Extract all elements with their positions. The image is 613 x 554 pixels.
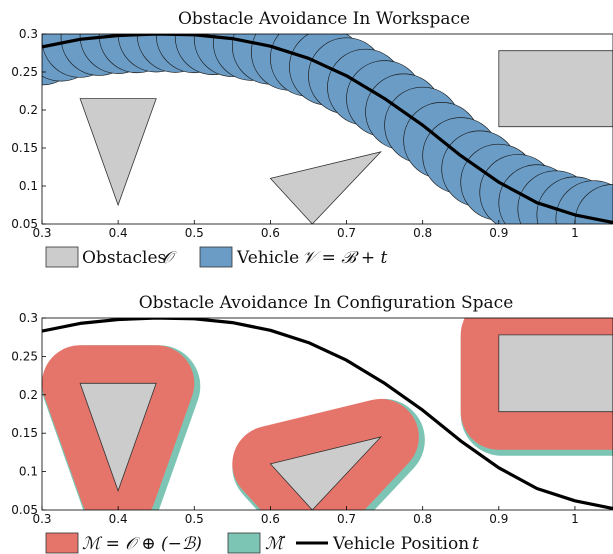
- obstacle: [79, 382, 157, 492]
- axes-frame: [41, 317, 613, 511]
- configuration-axes: 0.3 0.4 0.5 0.6 0.7 0.8 0.9 1 0.05 0.1 0.15 0.2 0.25…: [11, 311, 578, 526]
- legend-label-obstacles: Obstacles: [82, 248, 166, 268]
- vehicle-path: [42, 318, 613, 510]
- legend-label-vehicle: Vehicle: [236, 248, 299, 268]
- legend-symbol-obstacles: 𝒪: [162, 248, 177, 268]
- workspace-axes: 0.3 0.4 0.5 0.6 0.7 0.8 0.9 1 0.05 0.1 0.15 0.2 0.25…: [11, 27, 578, 240]
- y-tick-label: 0.15: [11, 141, 38, 155]
- legend-swatch-approx: [227, 532, 261, 554]
- legend-swatch-vehicle: [199, 246, 233, 268]
- axes-frame: [41, 33, 613, 225]
- legend: ℳ = 𝒪 ⊕ (−ℬ) ℳ̃ Vehicle Position t: [45, 532, 479, 554]
- obstacle: [269, 151, 383, 224]
- legend: Obstacles 𝒪 Vehicle 𝒱 = ℬ + t: [45, 246, 388, 268]
- obstacle: [498, 50, 613, 128]
- obstacle: [498, 334, 613, 413]
- y-tick-label: 0.3: [19, 311, 38, 325]
- x-tick-label: 1: [571, 226, 579, 240]
- x-tick-label: 0.7: [337, 512, 356, 526]
- x-tick-label: 0.3: [32, 226, 51, 240]
- y-tick-label: 0.05: [11, 217, 38, 231]
- x-tick-label: 0.6: [261, 226, 280, 240]
- x-tick-label: 0.9: [489, 512, 508, 526]
- legend-swatch-obstacles: [45, 246, 79, 268]
- x-tick-label: 0.8: [413, 226, 432, 240]
- legend-swatch-minkowski: [45, 532, 79, 554]
- legend-symbol-approx: ℳ̃: [265, 534, 286, 554]
- configuration-plot-area: [42, 318, 613, 510]
- legend-label-path: Vehicle Position: [332, 534, 469, 554]
- x-tick-label: 0.5: [185, 512, 204, 526]
- y-tick-label: 0.2: [19, 103, 38, 117]
- chart-title: Obstacle Avoidance In Configuration Spac…: [139, 293, 514, 313]
- x-tick-label: 0.8: [413, 512, 432, 526]
- y-tick-label: 0.3: [19, 27, 38, 41]
- y-tick-label: 0.25: [11, 349, 38, 363]
- chart-title: Obstacle Avoidance In Workspace: [178, 9, 470, 29]
- x-tick-label: 0.3: [32, 512, 51, 526]
- workspace-plot-area: [42, 34, 613, 224]
- y-tick-label: 0.15: [11, 426, 38, 440]
- y-tick-label: 0.1: [19, 179, 38, 193]
- x-tick-label: 0.9: [489, 226, 508, 240]
- vehicle-path: [42, 34, 613, 224]
- legend-symbol-path: t: [472, 534, 479, 554]
- configuration-panel: Obstacle Avoidance In Configuration Spac…: [11, 293, 613, 554]
- x-tick-label: 0.4: [109, 512, 128, 526]
- workspace-panel: Obstacle Avoidance In Workspace 0.3 0.4 0.…: [11, 9, 613, 268]
- x-tick-label: 0.5: [185, 226, 204, 240]
- x-tick-label: 0.6: [261, 512, 280, 526]
- y-tick-label: 0.2: [19, 388, 38, 402]
- y-tick-label: 0.1: [19, 465, 38, 479]
- y-tick-label: 0.05: [11, 503, 38, 517]
- legend-symbol-minkowski: ℳ = 𝒪 ⊕ (−ℬ): [82, 534, 202, 554]
- x-tick-label: 1: [571, 512, 579, 526]
- legend-symbol-vehicle: 𝒱 = ℬ + t: [302, 248, 388, 268]
- x-tick-label: 0.4: [109, 226, 128, 240]
- obstacle: [269, 436, 383, 510]
- obstacle: [79, 98, 157, 207]
- y-tick-label: 0.25: [11, 65, 38, 79]
- x-tick-label: 0.7: [337, 226, 356, 240]
